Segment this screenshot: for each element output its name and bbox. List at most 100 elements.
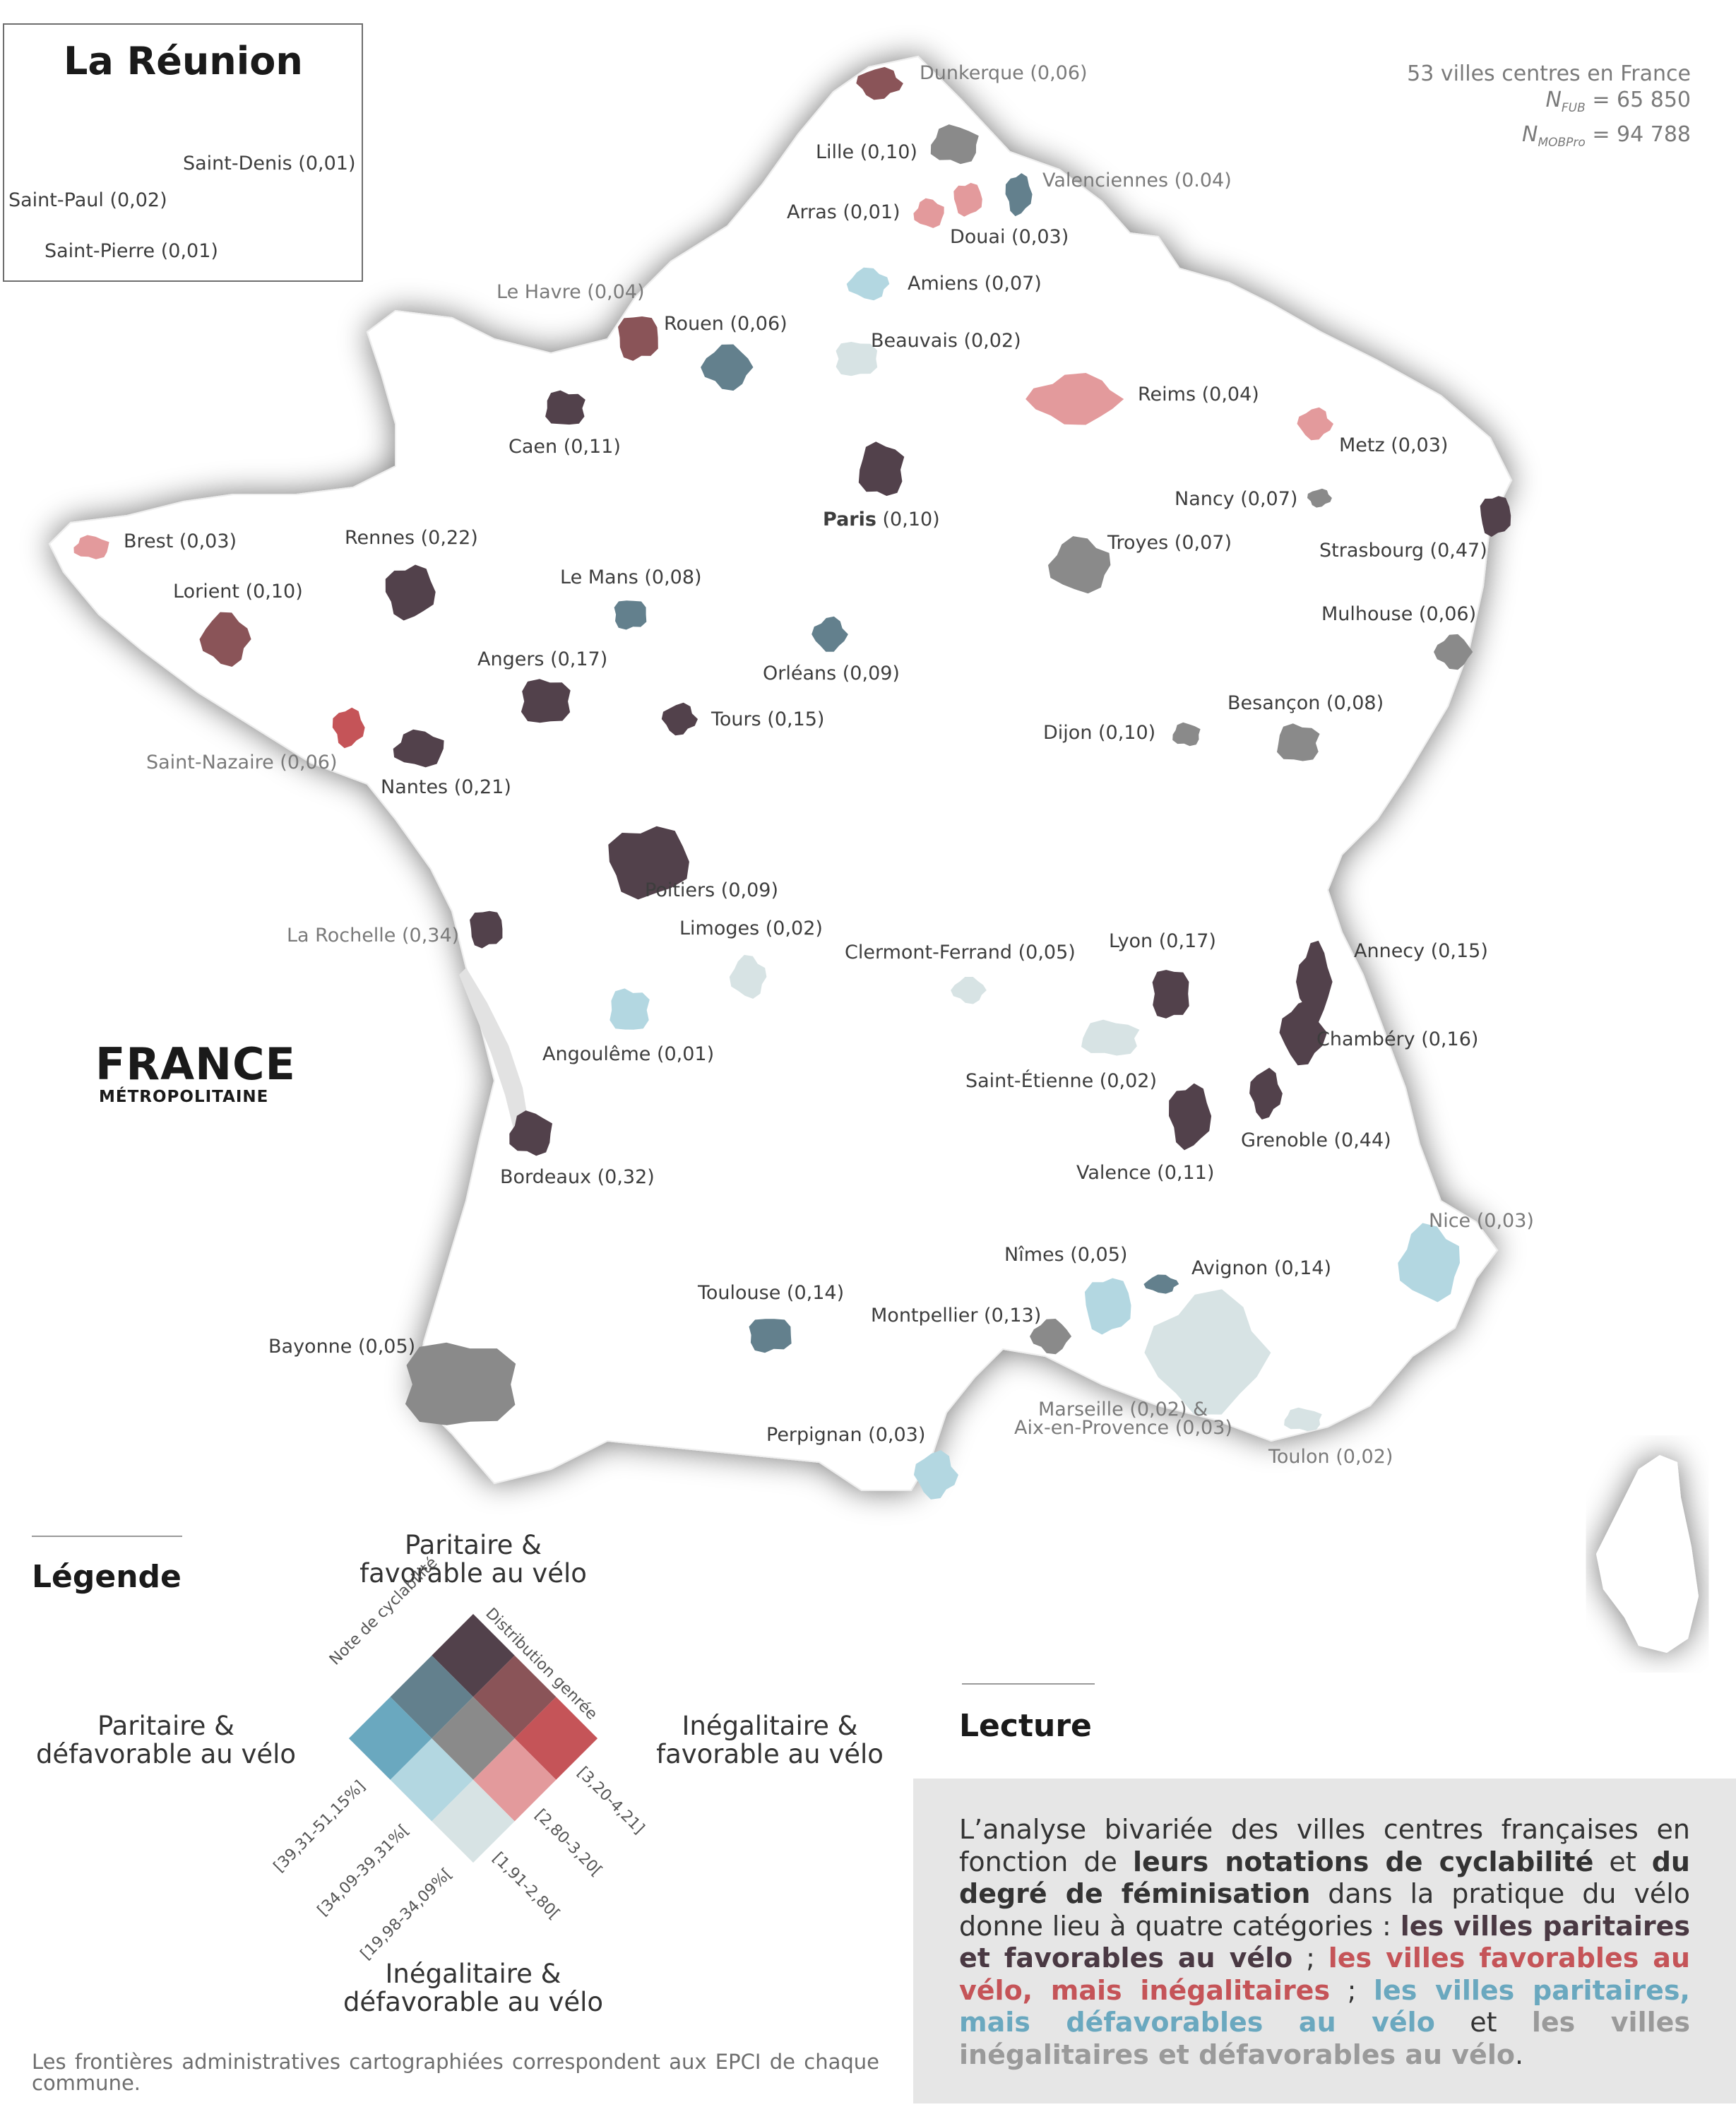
legend-right-line2: favorable au vélo — [656, 1739, 884, 1769]
city-shape — [610, 988, 650, 1030]
reunion-title: La Réunion — [64, 39, 303, 83]
city-label: Angoulême (0,01) — [542, 1043, 715, 1065]
france-title: FRANCE — [95, 1038, 296, 1090]
city-label: Lille (0,10) — [816, 141, 917, 163]
city-shape — [1279, 999, 1327, 1066]
lecture-part: et — [1434, 2007, 1532, 2038]
city-label: Nice (0,03) — [1429, 1210, 1534, 1232]
city-shape — [405, 1342, 516, 1425]
city-label: Besançon (0,08) — [1227, 692, 1384, 714]
legend-top-label: Paritaire & favorable au vélo — [339, 1531, 607, 1588]
legend-cell — [473, 1655, 557, 1739]
legend-bottom-line2: défavorable au vélo — [343, 1987, 604, 2017]
city-label: Limoges (0,02) — [679, 918, 823, 939]
city-shape — [1172, 722, 1201, 747]
city-shape — [729, 954, 767, 999]
city-label: Metz (0,03) — [1339, 434, 1449, 456]
corsica-outline — [1596, 1455, 1699, 1653]
stats-line: 53 villes centres en France — [1407, 61, 1691, 86]
fub-symbol: N — [1545, 88, 1562, 112]
city-shape — [1169, 1083, 1212, 1151]
france-subtitle: MÉTROPOLITAINE — [99, 1088, 269, 1106]
mobpro-subscript: MOBPro — [1538, 136, 1586, 150]
city-label: Valenciennes (0.04) — [1042, 170, 1232, 191]
city-shape — [1249, 1067, 1283, 1120]
city-label: Douai (0,03) — [950, 226, 1069, 248]
city-label: Strasbourg (0,47) — [1319, 540, 1487, 562]
lecture-part: . — [1514, 2038, 1524, 2070]
city-shape — [393, 729, 444, 768]
city-label: Nancy (0,07) — [1175, 488, 1298, 510]
city-shape — [1307, 488, 1332, 508]
city-shape — [836, 342, 878, 376]
city-shape — [1048, 536, 1111, 594]
city-label: Toulouse (0,14) — [698, 1282, 845, 1304]
city-shape — [846, 267, 890, 301]
city-label: Clermont-Ferrand (0,05) — [845, 942, 1076, 963]
city-shape — [385, 564, 436, 621]
city-label-saint-pierre: Saint-Pierre (0,01) — [44, 240, 218, 262]
legend-top-line1: Paritaire & — [404, 1530, 542, 1560]
lecture-text: L’analyse bivariée des villes centres fr… — [959, 1814, 1690, 2071]
legend-bottom-line1: Inégalitaire & — [385, 1959, 561, 1989]
lecture-box — [913, 1779, 1736, 2103]
city-label: Amiens (0,07) — [908, 273, 1042, 295]
mobpro-value: = 94 788 — [1592, 122, 1691, 147]
city-label: Brest (0,03) — [124, 530, 237, 552]
legend-top-line2: favorable au vélo — [359, 1558, 587, 1589]
city-shape — [199, 612, 251, 667]
city-shapes — [73, 66, 1511, 1500]
lecture-title: Lecture — [959, 1708, 1092, 1744]
city-shape — [661, 702, 698, 736]
city-label: La Rochelle (0,34) — [287, 925, 460, 946]
city-shape — [73, 535, 109, 559]
city-shape — [1084, 1278, 1131, 1335]
city-shape — [913, 1450, 958, 1500]
city-label: Annecy (0,15) — [1354, 940, 1488, 962]
city-label-saint-paul: Saint-Paul (0,02) — [8, 189, 167, 211]
city-shape — [1152, 970, 1189, 1019]
city-label: Toulon (0,02) — [1268, 1446, 1393, 1468]
city-label: Arras (0,01) — [787, 201, 900, 223]
city-shape — [1398, 1223, 1460, 1302]
city-shape — [1144, 1289, 1271, 1415]
city-label: Dunkerque (0,06) — [920, 62, 1088, 84]
legend-title: Légende — [32, 1559, 182, 1595]
fub-value: = 65 850 — [1592, 88, 1691, 112]
lecture-part: et — [1593, 1846, 1652, 1877]
city-shape — [701, 344, 754, 391]
legend-cell — [432, 1779, 515, 1863]
city-shape — [470, 910, 503, 949]
city-label: Lorient (0,10) — [173, 581, 303, 603]
city-label: Aix-en-Provence (0,03) — [1014, 1417, 1232, 1439]
legend-rule — [32, 1536, 182, 1537]
footnote: Les frontières administratives cartograp… — [32, 2050, 879, 2095]
city-shape — [1277, 723, 1320, 761]
city-shape — [858, 441, 905, 497]
city-label: Rouen (0,06) — [664, 313, 787, 335]
city-shape — [1434, 634, 1473, 670]
reunion-inset — [3, 23, 363, 282]
city-label: Nantes (0,21) — [381, 776, 511, 798]
city-label: Saint-Nazaire (0,06) — [146, 752, 338, 773]
legend-right-label: Inégalitaire & favorable au vélo — [636, 1712, 904, 1769]
gironde-estuary — [459, 968, 530, 1137]
lecture-blue-category: les villes paritaires, mais défavorables… — [959, 1974, 1690, 2038]
fub-subscript: FUB — [1561, 101, 1586, 115]
city-shape — [1143, 1274, 1179, 1294]
city-label: Valence (0,11) — [1076, 1162, 1215, 1184]
paris-bold: Paris — [823, 509, 876, 530]
city-label: Marseille (0,02) & — [1038, 1399, 1208, 1420]
city-label: Chambéry (0,16) — [1316, 1028, 1479, 1050]
city-label: Reims (0,04) — [1138, 384, 1259, 405]
city-label: Mulhouse (0,06) — [1321, 603, 1477, 625]
lecture-dark-category: les villes paritaires et favorables au v… — [959, 1910, 1690, 1974]
legend-left-label: Paritaire & défavorable au vélo — [18, 1712, 314, 1769]
city-label: Saint-Étienne (0,02) — [965, 1070, 1157, 1092]
city-label: Nîmes (0,05) — [1004, 1244, 1128, 1266]
stats-mobpro: NMOBPro = 94 788 — [1407, 121, 1691, 156]
city-label: Bayonne (0,05) — [268, 1336, 416, 1358]
city-shape — [618, 316, 658, 361]
city-shape — [1005, 173, 1033, 217]
